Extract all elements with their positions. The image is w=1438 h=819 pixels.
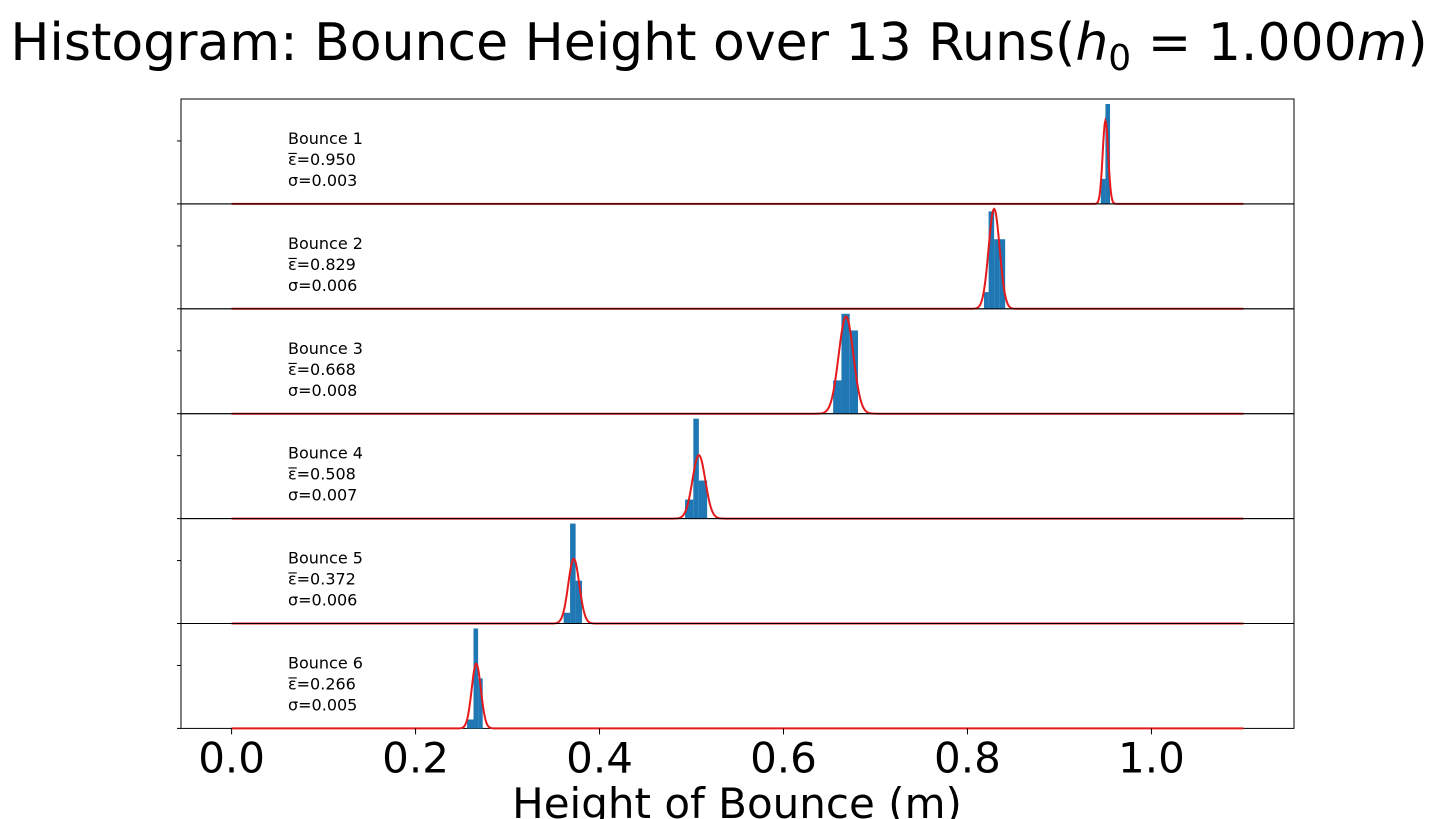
histogram-bar [849,330,858,414]
chart-title-unit: m [1357,13,1408,73]
panel-4: Bounce 4 ε̅=0.508 σ=0.007 [177,413,1295,520]
gaussian-fit-line [231,116,1244,205]
panel-3: Bounce 3 ε̅=0.668 σ=0.008 [177,308,1295,415]
x-axis-label: Height of Bounce (m) [512,779,962,819]
panel-label: Bounce 5 [288,549,363,568]
panel-mean-text: ε̅=0.372 [288,570,356,589]
histogram-bar [984,292,989,309]
chart-title-h-symbol: h [1075,13,1108,73]
panel-mean-text: ε̅=0.508 [288,465,356,484]
gaussian-fit-line [231,662,1244,730]
chart-title-suffix: ) [1407,13,1427,73]
histogram-bar [478,678,483,729]
histogram-bar [833,380,842,414]
panel-sigma-text: σ=0.006 [288,276,357,295]
x-tick-label: 0.4 [566,733,633,782]
panel-mean-text: ε̅=0.950 [288,150,356,169]
panel-label: Bounce 6 [288,654,363,673]
chart-title-equals: = [1131,13,1208,73]
histogram-bar [563,612,571,624]
panel-label: Bounce 1 [288,129,363,148]
panel-sigma-text: σ=0.007 [288,486,357,505]
panel-label: Bounce 2 [288,234,363,253]
gaussian-fit-line [231,315,1244,415]
histogram-bar [994,239,1000,309]
panel-6: Bounce 6 ε̅=0.266 σ=0.005 [177,623,1295,730]
panel-sigma-text: σ=0.006 [288,591,357,610]
panel-sigma-text: σ=0.008 [288,381,357,400]
x-tick-label: 1.0 [1118,733,1185,782]
chart-title-prefix: Histogram: Bounce Height over 13 Runs( [10,13,1075,73]
panel-sigma-text: σ=0.005 [288,696,357,715]
histogram-bar [698,480,708,519]
histogram-bar [841,313,850,414]
x-tick-label: 0.2 [382,733,449,782]
chart-title-h-subscript: 0 [1108,38,1131,79]
panels: Bounce 1 ε̅=0.950 σ=0.003 Bounce 2 ε̅=0.829 σ… [177,98,1295,730]
panel-5: Bounce 5 ε̅=0.372 σ=0.006 [177,518,1295,625]
x-axis: 0.0 0.2 0.4 0.6 0.8 1.0 [198,728,1185,782]
x-tick-label: 0.8 [934,733,1001,782]
gaussian-fit-line [231,454,1244,520]
gaussian-fit-line [231,207,1244,310]
histogram-bar [693,418,699,519]
panel-2: Bounce 2 ε̅=0.829 σ=0.006 [177,203,1295,310]
chart-title-value: 1.000 [1208,13,1357,73]
histogram-bar [467,719,474,729]
histogram-bar [988,211,995,309]
panel-label: Bounce 3 [288,339,363,358]
histogram-bar [473,628,479,729]
panel-label: Bounce 4 [288,444,363,463]
histogram-bar [685,499,694,519]
x-tick-label: 0.0 [198,733,265,782]
histogram-bar [570,523,576,624]
x-tick-label: 0.6 [750,733,817,782]
histogram-bar [575,580,583,624]
chart-title: Histogram: Bounce Height over 13 Runs(h0… [10,13,1427,79]
histogram-bar [1100,178,1106,204]
gaussian-fit-line [231,557,1244,625]
panel-mean-text: ε̅=0.668 [288,360,356,379]
panel-mean-text: ε̅=0.266 [288,675,356,694]
panel-sigma-text: σ=0.003 [288,171,357,190]
panel-1: Bounce 1 ε̅=0.950 σ=0.003 [177,98,1295,205]
panel-mean-text: ε̅=0.829 [288,255,356,274]
